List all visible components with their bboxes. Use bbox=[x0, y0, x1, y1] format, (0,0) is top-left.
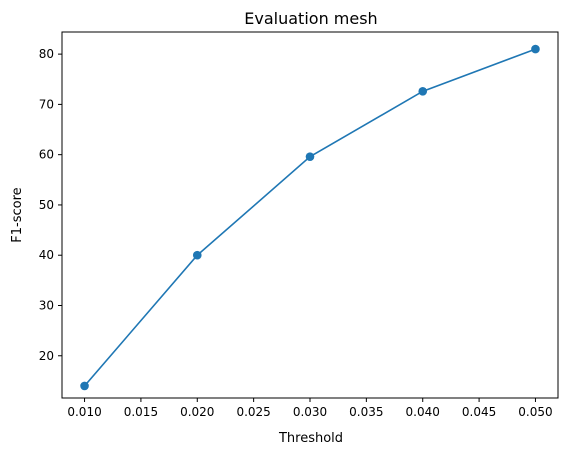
x-tick-label: 0.040 bbox=[406, 405, 440, 419]
y-axis-label: F1-score bbox=[10, 187, 25, 242]
data-point bbox=[305, 152, 315, 161]
chart-title: Evaluation mesh bbox=[244, 9, 377, 28]
plot-frame bbox=[61, 31, 559, 399]
data-point bbox=[192, 250, 202, 260]
x-axis: 0.010 0.015 0.020 0.025 0.030 0.035 0.040 0.045… bbox=[67, 398, 553, 419]
y-tick-label: 40 bbox=[39, 248, 54, 262]
x-tick-label: 0.010 bbox=[67, 405, 101, 419]
x-tick-label: 0.045 bbox=[462, 405, 496, 419]
x-axis-label: Threshold bbox=[278, 431, 343, 446]
plot-area bbox=[61, 31, 559, 399]
y-tick-label: 50 bbox=[39, 198, 54, 212]
series-layer bbox=[80, 44, 540, 391]
data-point bbox=[418, 87, 428, 96]
x-tick-label: 0.035 bbox=[349, 405, 383, 419]
y-tick-label: 60 bbox=[39, 148, 54, 162]
x-tick-label: 0.020 bbox=[180, 405, 214, 419]
x-tick-label: 0.030 bbox=[293, 405, 327, 419]
y-tick-label: 30 bbox=[39, 298, 54, 312]
x-tick-label: 0.015 bbox=[124, 405, 158, 419]
x-tick-label: 0.050 bbox=[518, 405, 552, 419]
y-axis: 20 30 40 50 60 70 80 bbox=[39, 47, 62, 363]
data-point bbox=[531, 44, 540, 54]
y-tick-label: 20 bbox=[39, 349, 54, 363]
x-tick-label: 0.025 bbox=[236, 405, 270, 419]
y-tick-label: 80 bbox=[39, 47, 54, 61]
series-line bbox=[83, 48, 536, 387]
y-tick-label: 70 bbox=[39, 97, 54, 111]
data-point bbox=[80, 381, 89, 391]
